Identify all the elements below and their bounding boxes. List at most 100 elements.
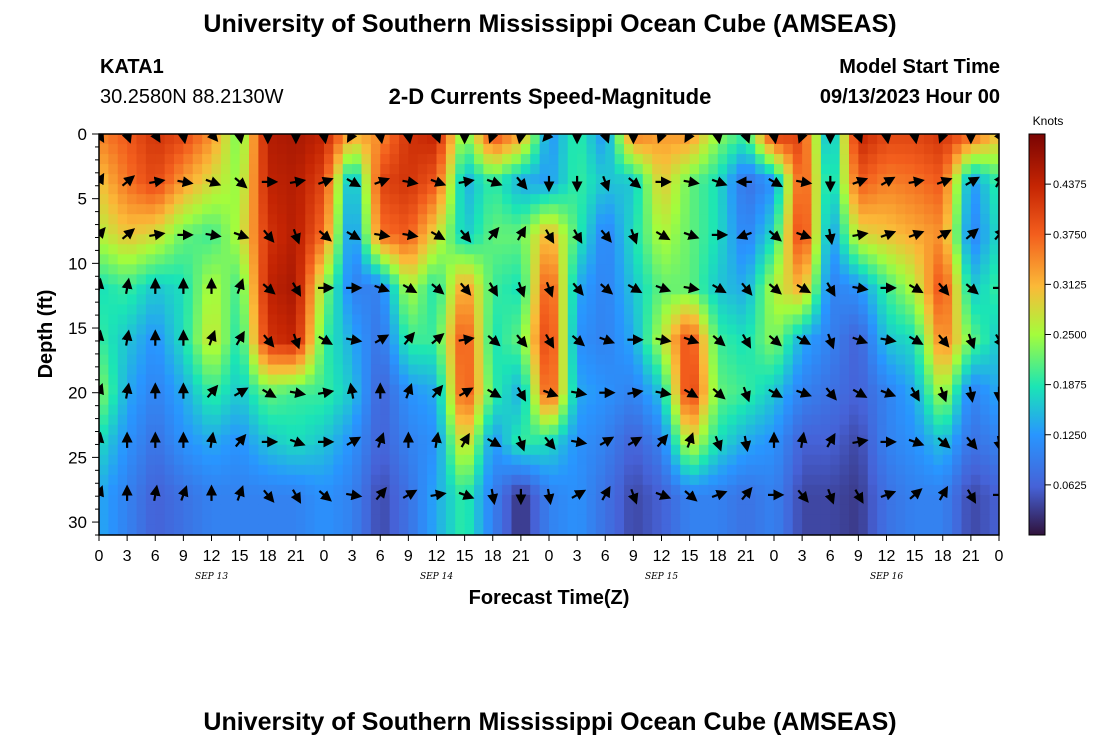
- heatmap-cell: [539, 504, 550, 516]
- heatmap-cell: [408, 254, 419, 265]
- heatmap-cell: [811, 264, 822, 275]
- heatmap-cell: [905, 294, 916, 306]
- heatmap-cell: [389, 494, 400, 506]
- heatmap-cell: [942, 444, 953, 456]
- heatmap-cell: [277, 294, 288, 306]
- heatmap-cell: [417, 384, 428, 396]
- current-arrow: [121, 134, 133, 144]
- heatmap-cell: [530, 294, 541, 306]
- heatmap-cell: [305, 514, 316, 526]
- heatmap-cell: [164, 414, 175, 426]
- heatmap-cell: [670, 504, 681, 516]
- y-tick-label: 10: [68, 254, 87, 273]
- heatmap-cell: [783, 174, 794, 185]
- heatmap-cell: [952, 274, 963, 285]
- heatmap-cell: [249, 374, 259, 386]
- heatmap-cell: [802, 164, 813, 175]
- heatmap-cell: [811, 134, 822, 145]
- heatmap-cell: [305, 374, 316, 386]
- heatmap-cell: [755, 484, 766, 496]
- heatmap-cell: [633, 394, 644, 406]
- heatmap-cell: [314, 284, 325, 296]
- heatmap-cell: [764, 294, 775, 306]
- heatmap-cell: [952, 134, 963, 145]
- heatmap-cell: [595, 144, 606, 155]
- heatmap-cell: [830, 374, 841, 386]
- heatmap-cell: [764, 224, 775, 235]
- heatmap-cell: [267, 434, 278, 446]
- heatmap-cell: [980, 374, 991, 386]
- x-tick-label: 21: [962, 548, 980, 565]
- heatmap-cell: [605, 254, 616, 265]
- heatmap-cell: [249, 284, 259, 296]
- heatmap-cell: [567, 484, 578, 496]
- heatmap-cell: [389, 224, 400, 235]
- heatmap-cell: [277, 244, 288, 255]
- heatmap-cell: [942, 224, 953, 235]
- heatmap-cell: [792, 234, 803, 245]
- station-coordinates: 30.2580N 88.2130W: [100, 86, 284, 108]
- heatmap-cell: [483, 404, 494, 416]
- heatmap-cell: [961, 324, 972, 336]
- heatmap-cell: [774, 504, 784, 516]
- heatmap-cell: [774, 414, 784, 426]
- heatmap-cell: [258, 214, 269, 225]
- heatmap-cell: [277, 304, 288, 316]
- heatmap-cell: [127, 144, 138, 155]
- heatmap-cell: [399, 424, 409, 436]
- heatmap-cell: [324, 204, 334, 215]
- heatmap-cell: [549, 424, 559, 436]
- heatmap-cell: [361, 394, 372, 406]
- heatmap-cell: [267, 254, 278, 265]
- heatmap-cell: [539, 244, 550, 255]
- heatmap-cell: [830, 174, 841, 185]
- heatmap-cell: [389, 284, 400, 296]
- heatmap-cell: [549, 144, 559, 155]
- heatmap-cell: [174, 224, 184, 235]
- heatmap-cell: [530, 154, 541, 165]
- heatmap-cell: [277, 334, 288, 346]
- heatmap-cell: [755, 414, 766, 426]
- heatmap-cell: [689, 134, 700, 145]
- heatmap-cell: [155, 364, 166, 376]
- current-arrow: [965, 489, 977, 504]
- heatmap-cell: [877, 144, 888, 155]
- heatmap-cell: [155, 194, 166, 205]
- heatmap-cell: [708, 344, 719, 356]
- heatmap-cell: [502, 394, 513, 406]
- heatmap-cell: [324, 244, 334, 255]
- heatmap-cell: [211, 194, 222, 205]
- heatmap-cell: [427, 414, 438, 426]
- heatmap-cell: [417, 184, 428, 195]
- heatmap-cell: [914, 454, 925, 466]
- heatmap-cell: [492, 424, 503, 436]
- heatmap-cell: [511, 444, 522, 456]
- heatmap-cell: [211, 164, 222, 175]
- heatmap-cell: [539, 484, 550, 496]
- heatmap-cell: [558, 444, 569, 456]
- heatmap-cell: [680, 484, 691, 496]
- heatmap-cell: [614, 144, 625, 155]
- current-direction-arrows: [99, 134, 999, 506]
- heatmap-cell: [558, 524, 569, 535]
- heatmap-cell: [136, 174, 147, 185]
- heatmap-cell: [811, 404, 822, 416]
- heatmap-cell: [905, 174, 916, 185]
- heatmap-cell: [830, 214, 841, 225]
- heatmap-cell: [877, 264, 888, 275]
- heatmap-cell: [267, 144, 278, 155]
- current-arrow: [712, 388, 726, 400]
- heatmap-cell: [502, 494, 513, 506]
- heatmap-cell: [361, 484, 372, 496]
- heatmap-cell: [520, 444, 531, 456]
- heatmap-cell: [820, 254, 831, 265]
- heatmap-cell: [595, 484, 606, 496]
- heatmap-cell: [145, 214, 156, 225]
- heatmap-cell: [492, 214, 503, 225]
- heatmap-cell: [961, 344, 972, 356]
- heatmap-cell: [145, 324, 156, 336]
- heatmap-cell: [427, 234, 438, 245]
- heatmap-cell: [980, 334, 991, 346]
- current-arrow: [628, 177, 642, 189]
- heatmap-cell: [361, 214, 372, 225]
